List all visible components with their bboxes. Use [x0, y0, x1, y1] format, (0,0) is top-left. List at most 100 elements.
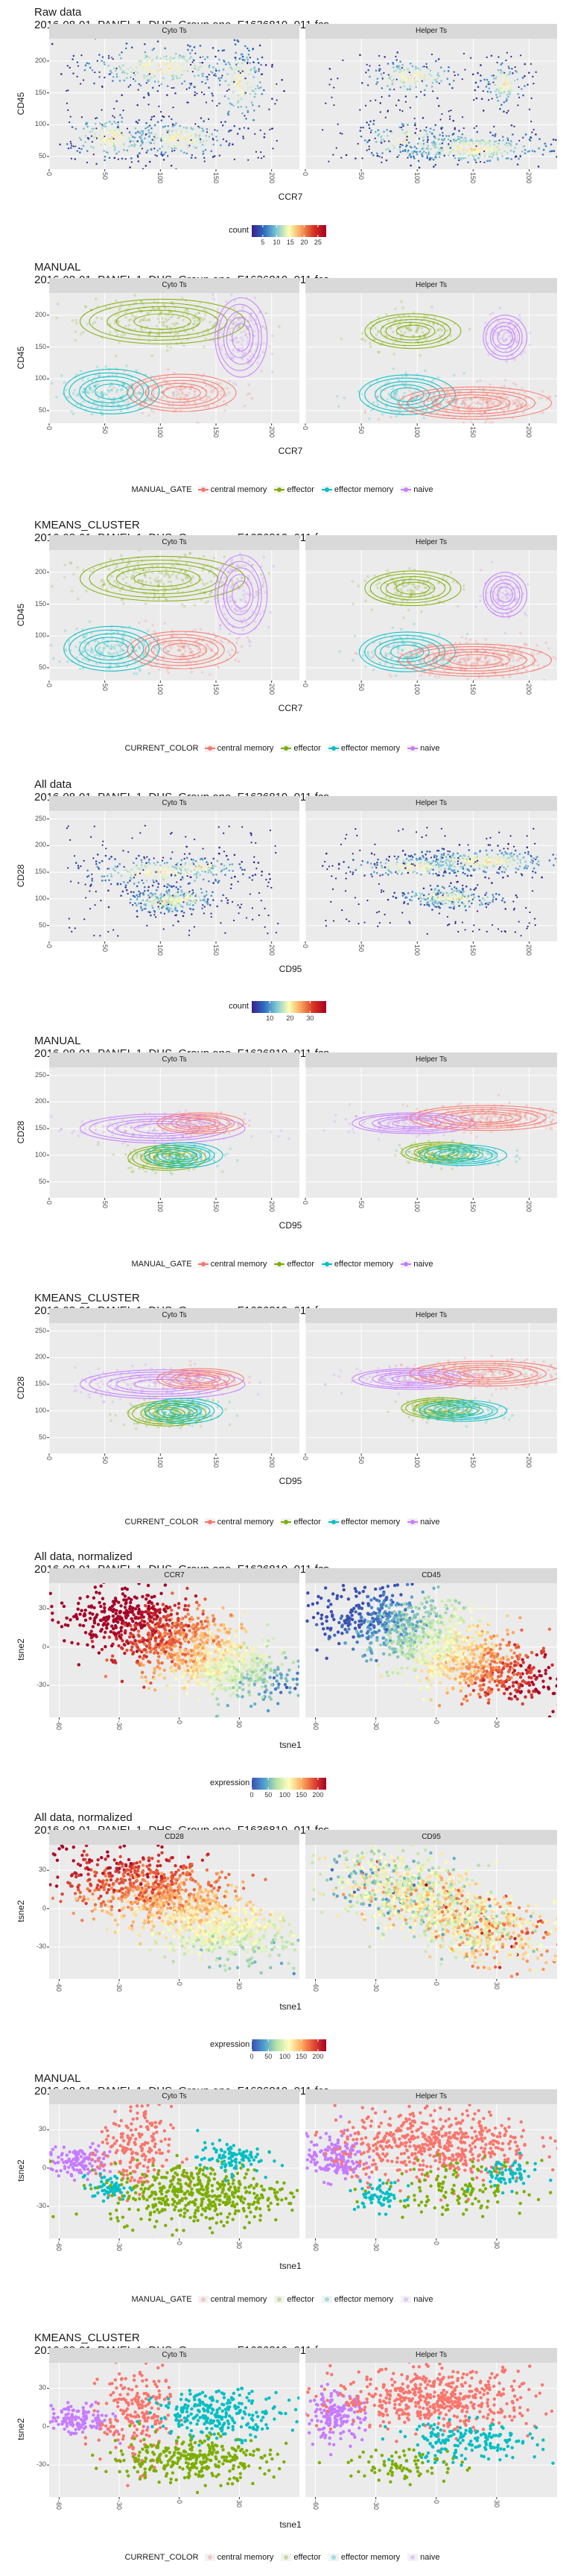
- data-point: [101, 405, 104, 409]
- data-point: [427, 399, 430, 402]
- data-point: [158, 321, 161, 324]
- data-point: [385, 148, 387, 151]
- data-point: [391, 330, 395, 334]
- data-point: [132, 672, 136, 675]
- data-point: [175, 130, 177, 132]
- data-point: [171, 136, 174, 139]
- data-point: [458, 141, 461, 144]
- data-point: [162, 379, 165, 382]
- data-point: [486, 405, 489, 408]
- data-point: [175, 394, 179, 397]
- data-point: [248, 315, 252, 318]
- data-point: [113, 120, 115, 123]
- data-point: [151, 566, 155, 569]
- data-point: [397, 379, 401, 382]
- data-point: [435, 402, 438, 405]
- data-point: [439, 402, 442, 405]
- data-point: [98, 138, 101, 140]
- data-point: [239, 57, 242, 60]
- data-point: [147, 129, 150, 132]
- data-point: [205, 135, 207, 137]
- data-point: [495, 654, 499, 657]
- data-point: [507, 110, 509, 112]
- data-point: [261, 325, 265, 328]
- data-point: [416, 339, 420, 343]
- data-point: [515, 399, 519, 402]
- data-point: [202, 373, 206, 376]
- data-point: [125, 564, 129, 567]
- data-point: [140, 407, 143, 410]
- data-point: [433, 142, 435, 144]
- data-point: [108, 323, 112, 326]
- data-point: [147, 131, 150, 134]
- data-point: [168, 116, 171, 118]
- data-point: [492, 81, 495, 83]
- data-point: [498, 56, 500, 58]
- data-point: [243, 127, 245, 129]
- data-point: [525, 669, 528, 672]
- data-point: [115, 333, 119, 337]
- data-point: [95, 162, 98, 165]
- data-point: [366, 149, 368, 151]
- data-point: [515, 155, 518, 158]
- data-point: [165, 568, 168, 571]
- data-point: [233, 299, 237, 302]
- data-point: [82, 634, 86, 637]
- data-point: [454, 395, 458, 399]
- data-point: [406, 589, 410, 593]
- data-point: [234, 607, 237, 611]
- data-point: [505, 665, 509, 669]
- data-point: [509, 334, 512, 338]
- data-point: [196, 69, 198, 71]
- data-point: [118, 308, 121, 312]
- data-point: [537, 397, 541, 400]
- data-point: [476, 379, 479, 383]
- data-point: [100, 143, 103, 146]
- data-point: [164, 871, 167, 873]
- data-point: [248, 392, 251, 395]
- data-point: [478, 659, 482, 663]
- data-point: [140, 579, 144, 583]
- data-point: [159, 578, 163, 582]
- data-point: [123, 332, 127, 336]
- data-point: [220, 348, 223, 351]
- density-contour: [223, 567, 259, 622]
- data-point: [452, 119, 455, 122]
- data-point: [325, 102, 327, 104]
- data-point: [561, 405, 564, 408]
- data-point: [448, 66, 450, 69]
- data-point: [524, 63, 527, 66]
- data-point: [184, 570, 187, 574]
- data-point: [503, 385, 506, 388]
- data-point: [449, 334, 453, 338]
- data-point: [177, 68, 179, 70]
- data-point: [175, 390, 179, 394]
- data-point: [398, 408, 401, 411]
- data-point: [200, 117, 203, 119]
- data-point: [415, 402, 419, 405]
- data-point: [475, 657, 479, 661]
- data-point: [244, 621, 248, 624]
- data-point: [171, 64, 174, 67]
- data-point: [267, 625, 270, 629]
- data-point: [270, 353, 274, 356]
- data-point: [175, 122, 177, 124]
- data-point: [430, 397, 433, 401]
- data-point: [416, 327, 419, 330]
- data-point: [128, 304, 131, 308]
- data-point: [232, 78, 234, 81]
- data-point: [177, 387, 181, 391]
- data-point: [254, 590, 258, 593]
- data-point: [475, 97, 478, 100]
- data-point: [369, 120, 372, 123]
- data-point: [433, 675, 437, 678]
- data-point: [432, 378, 435, 382]
- data-point: [147, 865, 149, 868]
- data-point: [234, 43, 237, 45]
- data-point: [229, 599, 232, 602]
- data-point: [109, 138, 112, 140]
- data-point: [88, 386, 92, 389]
- data-point: [85, 590, 88, 593]
- data-point: [238, 99, 241, 101]
- data-point: [460, 661, 463, 665]
